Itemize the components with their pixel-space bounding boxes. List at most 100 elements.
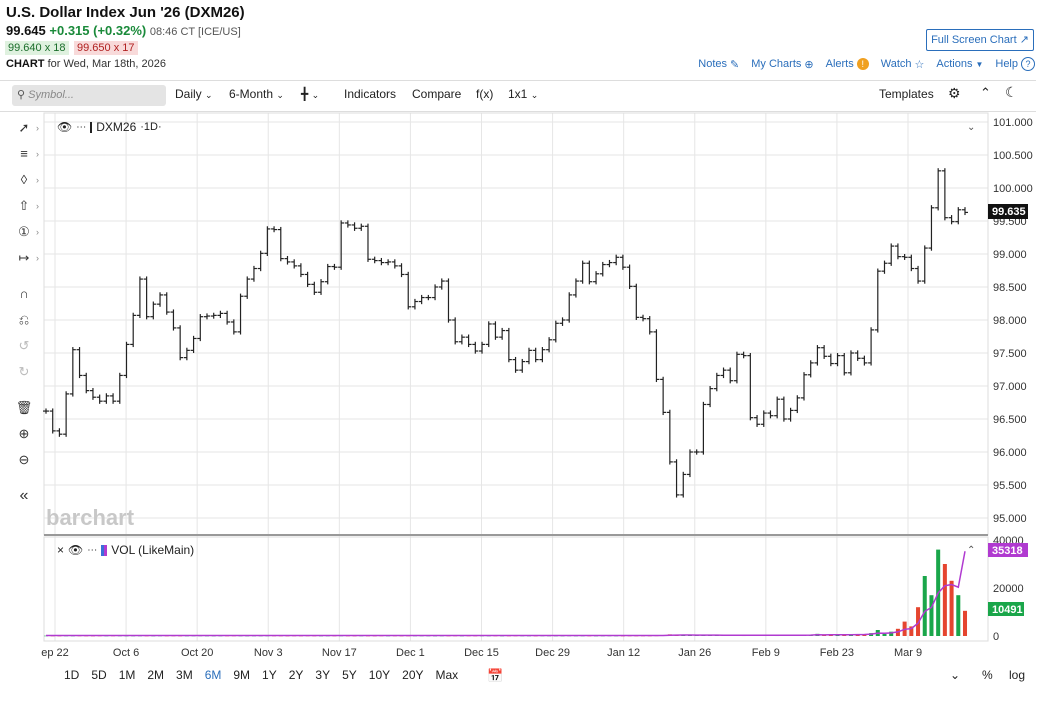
- annotation-tool-icon[interactable]: ① ›: [18, 224, 39, 239]
- range-button-6m[interactable]: 6M: [204, 668, 222, 682]
- range-button-3m[interactable]: 3M: [176, 668, 193, 682]
- ohlc-bar: [801, 372, 808, 401]
- ohlc-bar: [680, 471, 687, 498]
- more-icon[interactable]: ⋯: [87, 544, 98, 556]
- volume-pane-border: [43, 536, 989, 642]
- ohlc-bar: [69, 347, 76, 397]
- ohlc-bar: [599, 261, 606, 277]
- range-dropdown[interactable]: 6-Month ⌄: [229, 87, 284, 101]
- more-icon[interactable]: ⋯: [76, 121, 87, 133]
- range-button-5y[interactable]: 5Y: [342, 668, 357, 682]
- range-button-2m[interactable]: 2M: [147, 668, 165, 682]
- volume-bar: [882, 633, 887, 636]
- vol-ma-badge-bg: [988, 543, 1028, 557]
- bid-badge: 99.640 x 18: [5, 41, 69, 55]
- notes-link[interactable]: Notes ✎: [698, 58, 739, 71]
- price-legend: 👁 ⋯ DXM26 ·1D·: [57, 120, 162, 134]
- dark-mode-icon[interactable]: ☾: [1005, 84, 1018, 100]
- fx-button[interactable]: f(x): [476, 87, 494, 101]
- x-tick-label: Dec 15: [464, 647, 499, 659]
- chevron-down-icon: ⌄: [530, 90, 539, 100]
- range-button-1m[interactable]: 1M: [118, 668, 136, 682]
- ohlc-bar: [579, 260, 586, 284]
- last-price-badge-bg: [988, 204, 1028, 219]
- zoom-out-icon[interactable]: ⊖: [18, 452, 30, 467]
- ohlc-bar: [364, 223, 371, 262]
- range-button-9m[interactable]: 9M: [233, 668, 251, 682]
- range-button-max[interactable]: Max: [435, 668, 459, 682]
- range-button-20y[interactable]: 20Y: [402, 668, 424, 682]
- alerts-link[interactable]: Alerts!: [826, 58, 869, 70]
- x-tick-label: Oct 6: [113, 647, 139, 659]
- ohlc-bar: [499, 327, 506, 340]
- ohlc-bar: [928, 205, 935, 251]
- edit-icon: ✎: [730, 58, 740, 71]
- range-button-3y[interactable]: 3Y: [315, 668, 331, 682]
- watch-link[interactable]: Watch ☆: [881, 58, 925, 71]
- volume-pane-caret-icon[interactable]: ⌃: [967, 545, 975, 556]
- ohlc-bar: [264, 226, 271, 256]
- help-link[interactable]: Help?: [995, 57, 1035, 71]
- undo-icon[interactable]: ↺: [18, 338, 30, 353]
- actions-menu[interactable]: Actions ▼: [936, 58, 983, 70]
- my-charts-link[interactable]: My Charts ⊕: [751, 58, 813, 71]
- range-button-10y[interactable]: 10Y: [368, 668, 391, 682]
- chart-date-line: CHART for Wed, Mar 18th, 2026: [6, 58, 166, 70]
- templates-button[interactable]: Templates: [879, 87, 934, 101]
- drawing-tools-sidebar: ➚ › ≡ › ◊ › ⇧ › ① › ↦ › ∩ ⎌ ↺ ↻ 🗑 ⊕ ⊖ «: [0, 112, 42, 692]
- ohlc-bar: [83, 372, 90, 394]
- shape-tool-icon[interactable]: ◊ ›: [20, 172, 39, 187]
- price-pane-border: [43, 112, 989, 536]
- range-button-5d[interactable]: 5D: [91, 668, 107, 682]
- price-axis-labels: 101.000100.500100.00099.50099.00098.5009…: [993, 117, 1033, 525]
- line-tool-icon[interactable]: ➚ ›: [18, 120, 39, 135]
- close-icon[interactable]: ×: [57, 543, 65, 557]
- ohlc-bar: [405, 271, 412, 310]
- ohlc-bar: [814, 345, 821, 366]
- collapse-sidebar-icon[interactable]: «: [19, 487, 29, 504]
- log-toggle[interactable]: log: [1009, 668, 1026, 682]
- ohlc-bar: [740, 351, 747, 359]
- ohlc-bar: [63, 391, 70, 437]
- ohlc-bar: [398, 263, 405, 278]
- ohlc-bar: [143, 276, 150, 320]
- range-button-1d[interactable]: 1D: [64, 668, 80, 682]
- double-chevron-down-icon[interactable]: ⌄: [950, 668, 961, 682]
- instrument-title: U.S. Dollar Index Jun '26 (DXM26): [6, 4, 245, 21]
- redo-icon[interactable]: ↻: [18, 364, 30, 379]
- arrow-tool-icon[interactable]: ⇧ ›: [18, 198, 39, 213]
- volume-tick-label: 0: [993, 631, 999, 643]
- symbol-search-input[interactable]: ⚲ Symbol...: [12, 85, 166, 106]
- x-tick-label: Nov 3: [254, 647, 283, 659]
- collapse-icon[interactable]: ⌃: [980, 85, 991, 100]
- measure-tool-icon[interactable]: ↦ ›: [18, 250, 39, 265]
- ohlc-bar: [673, 459, 680, 498]
- layout-dropdown[interactable]: 1x1 ⌄: [508, 87, 538, 101]
- full-screen-chart-button[interactable]: Full Screen Chart ↗: [926, 29, 1034, 51]
- compare-button[interactable]: Compare: [412, 87, 462, 101]
- pane-chevron-icon[interactable]: ⌄: [967, 122, 975, 133]
- percent-toggle[interactable]: %: [982, 668, 993, 682]
- ohlc-bar: [136, 276, 143, 319]
- range-button-2y[interactable]: 2Y: [288, 668, 304, 682]
- fib-tool-icon[interactable]: ≡ ›: [20, 146, 39, 161]
- interval-label: Daily: [175, 87, 202, 101]
- range-button-1y[interactable]: 1Y: [262, 668, 277, 682]
- interval-dropdown[interactable]: Daily ⌄: [175, 87, 213, 101]
- eye-icon[interactable]: 👁: [68, 543, 84, 557]
- indicators-button[interactable]: Indicators: [344, 87, 397, 101]
- eye-icon[interactable]: 👁: [57, 120, 73, 134]
- calendar-icon[interactable]: 📅: [487, 668, 504, 683]
- caret-down-icon: ▼: [975, 59, 984, 69]
- ohlc-bar: [767, 410, 774, 419]
- ohlc-bar: [559, 317, 566, 326]
- magnet-icon[interactable]: ∩: [19, 286, 29, 301]
- ohlc-bar: [660, 376, 667, 416]
- chart-date: for Wed, Mar 18th, 2026: [47, 58, 166, 70]
- trash-icon[interactable]: 🗑: [15, 400, 33, 415]
- bar-type-dropdown[interactable]: ╋ ⌄: [301, 87, 319, 101]
- unlock-icon[interactable]: ⎌: [18, 312, 30, 327]
- zoom-in-icon[interactable]: ⊕: [18, 426, 30, 441]
- settings-gear-icon[interactable]: ⚙: [948, 85, 961, 101]
- ohlc-bar: [76, 347, 83, 379]
